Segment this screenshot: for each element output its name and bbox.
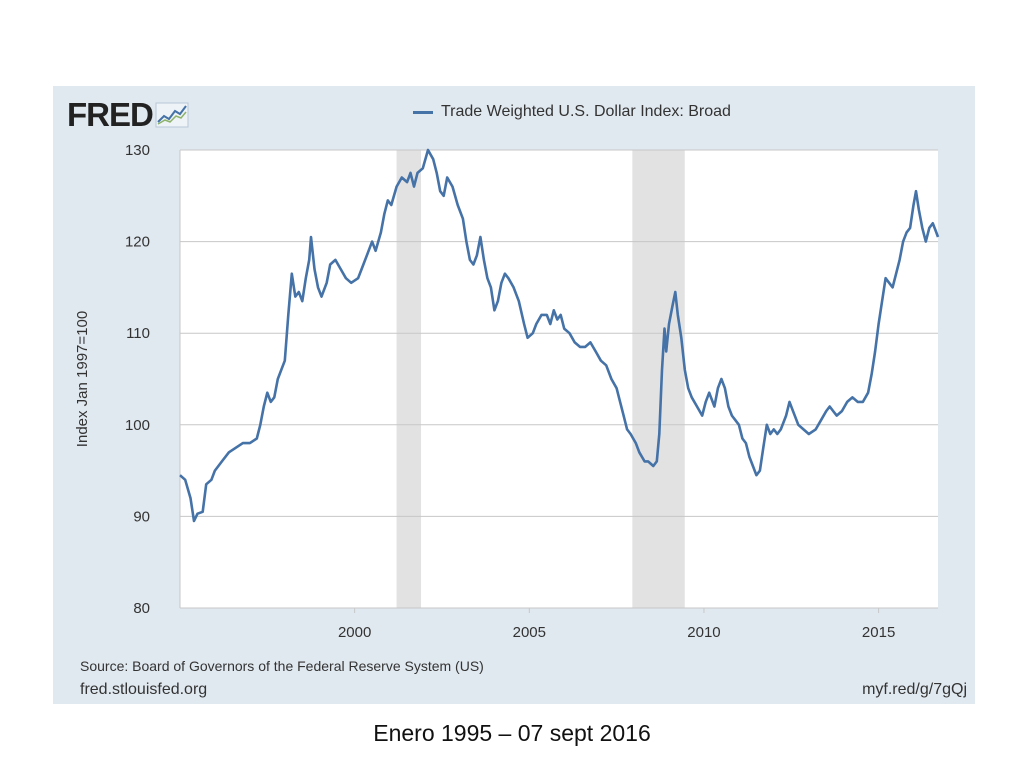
x-tick-label-2010: 2010 bbox=[687, 624, 720, 641]
y-tick-label-80: 80 bbox=[133, 600, 150, 617]
legend-swatch bbox=[413, 110, 433, 114]
recession-band-1 bbox=[632, 150, 685, 608]
y-tick-label-90: 90 bbox=[133, 508, 150, 525]
y-tick-label-120: 120 bbox=[125, 234, 150, 251]
y-tick-label-100: 100 bbox=[125, 417, 150, 434]
chart-legend[interactable]: Trade Weighted U.S. Dollar Index: Broad bbox=[413, 103, 731, 121]
x-tick-label-2000: 2000 bbox=[338, 624, 371, 641]
slide-caption: Enero 1995 – 07 sept 2016 bbox=[373, 720, 651, 746]
fred-logo-text: FRED bbox=[67, 96, 154, 133]
chart-panel: 80 90 100 110 120 130 2000 2005 2010 2015 Index Ja… bbox=[53, 86, 975, 704]
source-note: Source: Board of Governors of the Federa… bbox=[80, 658, 484, 674]
fred-logo[interactable]: FRED bbox=[67, 98, 189, 132]
y-tick-label-130: 130 bbox=[125, 142, 150, 159]
legend-label: Trade Weighted U.S. Dollar Index: Broad bbox=[441, 103, 731, 120]
y-tick-label-110: 110 bbox=[126, 325, 150, 342]
site-link[interactable]: fred.stlouisfed.org bbox=[80, 681, 208, 698]
chart-svg: 80 90 100 110 120 130 2000 2005 2010 2015 Index Ja… bbox=[74, 142, 940, 641]
x-tick-label-2005: 2005 bbox=[513, 624, 546, 641]
recession-band-0 bbox=[396, 150, 422, 608]
short-link[interactable]: myf.red/g/7gQj bbox=[862, 681, 967, 698]
trend-chart-icon bbox=[155, 102, 189, 128]
plot-area bbox=[180, 150, 938, 608]
series-line-0 bbox=[179, 148, 940, 523]
y-axis-title: Index Jan 1997=100 bbox=[74, 311, 91, 447]
x-tick-label-2015: 2015 bbox=[862, 624, 895, 641]
